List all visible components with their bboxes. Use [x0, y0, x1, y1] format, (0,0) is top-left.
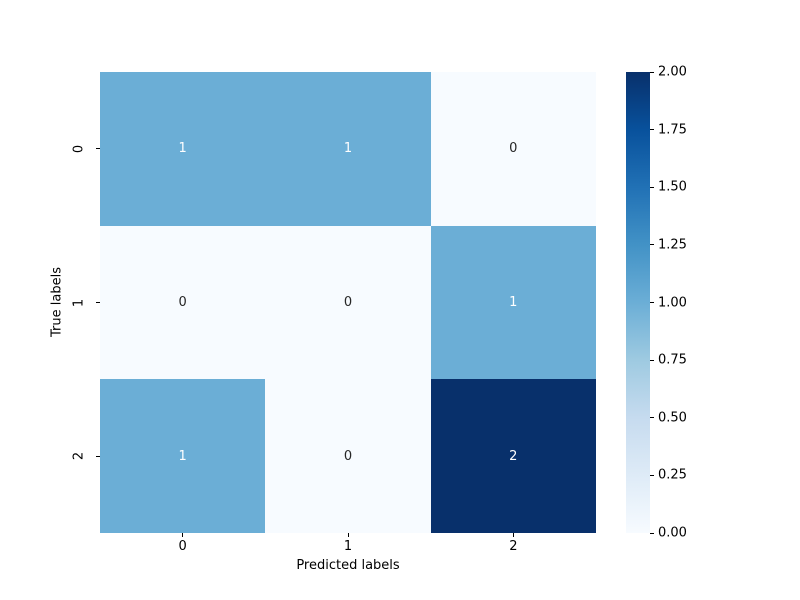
- heatmap-cell-r0c1: 1: [265, 72, 431, 226]
- x-tick-label: 2: [509, 539, 518, 554]
- colorbar-tick-mark: [650, 474, 654, 476]
- heatmap-cell-r0c0: 1: [100, 72, 266, 226]
- colorbar-tick-mark: [650, 186, 654, 188]
- x-tick-label: 0: [178, 539, 187, 554]
- y-tick-mark: [96, 455, 100, 457]
- heatmap-cell-r2c2: 2: [430, 379, 596, 533]
- colorbar-tick-label: 1.50: [658, 179, 687, 195]
- heatmap-cell-r1c2: 1: [430, 225, 596, 380]
- x-axis-label: Predicted labels: [296, 558, 400, 573]
- colorbar-tick-label: 2.00: [658, 64, 687, 80]
- y-tick-label: 0: [71, 144, 87, 153]
- cell-annotation: 1: [178, 448, 187, 464]
- heatmap-cell-r2c0: 1: [100, 379, 266, 533]
- heatmap-cell-r0c2: 0: [430, 72, 596, 226]
- colorbar-tick-mark: [650, 359, 654, 361]
- colorbar-tick-label: 1.25: [658, 237, 687, 253]
- cell-annotation: 2: [509, 448, 518, 464]
- x-tick-mark: [182, 533, 184, 537]
- cell-annotation: 0: [343, 294, 353, 310]
- colorbar-tick-label: 1.00: [658, 295, 687, 310]
- y-tick-label: 1: [71, 298, 87, 307]
- y-tick-mark: [96, 148, 100, 150]
- x-tick-mark: [512, 533, 514, 537]
- y-tick-mark: [96, 302, 100, 303]
- colorbar-tick-label: 0.25: [658, 467, 687, 483]
- colorbar: [626, 72, 650, 533]
- cell-annotation: 0: [178, 294, 187, 310]
- colorbar-tick-mark: [650, 129, 654, 131]
- y-tick-label: 2: [71, 452, 87, 461]
- colorbar-tick-label: 0.75: [658, 352, 687, 368]
- colorbar-tick-mark: [650, 244, 654, 246]
- cell-annotation: 0: [509, 141, 518, 157]
- colorbar-tick-label: 0.00: [658, 525, 687, 541]
- heatmap-cell-r1c0: 0: [100, 225, 266, 380]
- colorbar-tick-label: 0.50: [658, 410, 687, 426]
- colorbar-tick-mark: [650, 417, 654, 419]
- x-tick-mark: [347, 533, 349, 537]
- cell-annotation: 1: [509, 294, 518, 310]
- colorbar-tick-mark: [650, 71, 654, 73]
- heatmap-plot: 1 1 0 0 0 1 1 0 2: [100, 72, 596, 533]
- cell-annotation: 1: [178, 141, 187, 157]
- cell-annotation: 1: [343, 141, 353, 157]
- heatmap-cell-r2c1: 0: [265, 379, 431, 533]
- y-axis-label: True labels: [49, 267, 65, 337]
- x-tick-label: 1: [343, 539, 353, 554]
- heatmap-cell-r1c1: 0: [265, 225, 431, 380]
- colorbar-tick-mark: [650, 302, 654, 303]
- colorbar-tick-mark: [650, 532, 654, 534]
- colorbar-tick-label: 1.75: [658, 122, 687, 138]
- cell-annotation: 0: [343, 448, 353, 464]
